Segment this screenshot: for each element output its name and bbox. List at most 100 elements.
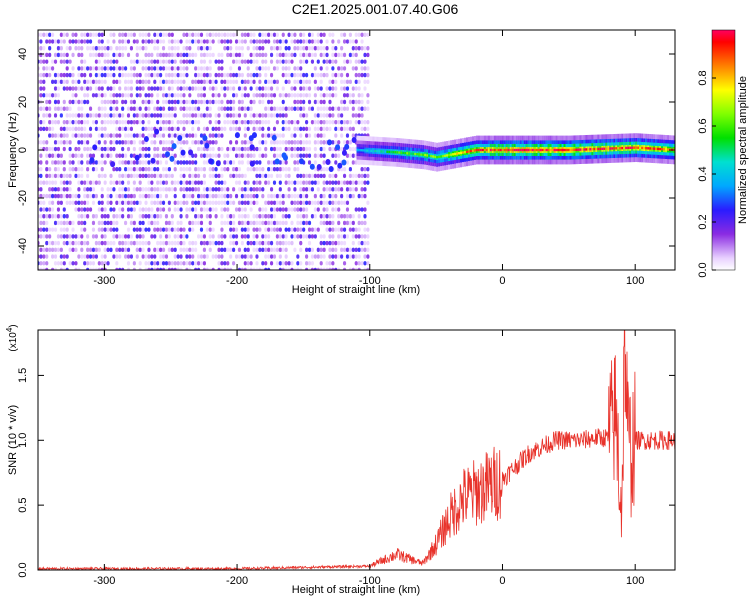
heat-cell (217, 93, 221, 98)
heat-cell (138, 119, 142, 125)
heat-cell (322, 126, 326, 132)
heat-cell (156, 46, 160, 51)
heat-cell (267, 200, 271, 205)
heat-cell (281, 160, 285, 165)
heat-cell (161, 240, 166, 246)
heat-cell (290, 193, 294, 199)
heat-cell (42, 234, 46, 239)
heat-cell (80, 39, 84, 44)
y-tick-label: 0 (17, 147, 29, 153)
heat-cell (53, 240, 58, 246)
heat-cell (223, 167, 227, 172)
heat-cell (161, 79, 166, 85)
heat-cell (138, 133, 142, 138)
heat-cell (129, 119, 134, 125)
heat-cell (328, 214, 332, 219)
heat-cell (232, 146, 236, 152)
heat-cell (94, 234, 98, 239)
heat-cell (366, 227, 370, 232)
heat-cell (71, 167, 75, 172)
heat-cell (264, 234, 268, 239)
heat-cell (313, 193, 317, 199)
heat-cell (202, 153, 207, 158)
heat-cell (109, 32, 113, 37)
heat-cell (234, 32, 239, 37)
heat-cell (88, 207, 93, 212)
heat-cell (211, 207, 215, 212)
heat-cell (42, 32, 46, 37)
heat-cell (53, 180, 58, 185)
heat-cell (575, 148, 578, 151)
spectrogram-x-ticks: -300 -200 -100 0 100 (93, 30, 644, 287)
heat-cell (179, 214, 183, 219)
heat-cell (345, 59, 350, 64)
heat-cell (42, 207, 46, 212)
heat-cell (199, 200, 204, 205)
heat-cell (179, 52, 183, 58)
heat-cell (234, 234, 239, 239)
heat-cell (267, 254, 271, 259)
heat-cell (202, 72, 207, 78)
heat-cell (62, 126, 66, 132)
heat-cell (194, 72, 198, 78)
heat-cell (319, 220, 323, 226)
heat-cell (226, 146, 230, 152)
heat-cell (86, 234, 90, 239)
heat-cell (258, 220, 262, 226)
heat-cell (167, 106, 171, 111)
heat-cell (340, 234, 344, 239)
heat-cell (261, 32, 265, 37)
heat-cell (103, 119, 107, 125)
heat-cell (296, 200, 300, 205)
heat-cell (360, 173, 364, 179)
heat-cell (50, 267, 55, 270)
heat-cell (261, 214, 265, 219)
heat-cell (296, 66, 300, 71)
heat-cell (296, 261, 300, 266)
heat-cell (325, 200, 329, 205)
heat-cell (249, 86, 253, 91)
heat-cell (340, 79, 344, 85)
heat-cell (173, 247, 177, 253)
heat-cell (354, 99, 358, 105)
heat-cell (103, 52, 107, 58)
heat-cell (267, 160, 271, 165)
heat-cell (240, 193, 244, 199)
heat-cell (91, 153, 96, 158)
heat-cell (39, 119, 43, 125)
heat-cell (138, 267, 142, 270)
heat-cell (199, 240, 204, 246)
heat-cell (42, 200, 46, 205)
heat-cell (53, 106, 58, 111)
heat-cell (45, 160, 49, 165)
heat-cell (199, 113, 204, 118)
heat-cell (153, 247, 157, 253)
heat-cell (147, 99, 151, 105)
heat-cell (74, 113, 78, 118)
heat-cell (345, 254, 350, 259)
heat-cell (302, 200, 306, 205)
heat-cell (281, 193, 285, 199)
heat-cell (281, 126, 285, 132)
heat-cell (39, 160, 43, 165)
heat-cell (86, 39, 90, 44)
heat-cell (118, 140, 122, 145)
heat-cell (255, 59, 259, 64)
heat-cell (331, 261, 335, 266)
heat-cell (603, 147, 606, 150)
heat-cell (307, 32, 312, 37)
heat-cell (97, 46, 101, 51)
heat-cell (240, 39, 244, 44)
heat-cell (182, 234, 186, 239)
heat-cell (211, 140, 215, 145)
heat-cell (223, 153, 227, 158)
heat-cell (234, 126, 239, 132)
heat-cell (316, 200, 320, 205)
heat-cell (340, 99, 344, 105)
heat-cell (296, 254, 300, 259)
heat-cell (267, 227, 271, 232)
heat-cell (243, 254, 247, 259)
heat-cell (305, 79, 309, 85)
heat-cell (214, 200, 218, 205)
heat-cell (430, 154, 433, 158)
